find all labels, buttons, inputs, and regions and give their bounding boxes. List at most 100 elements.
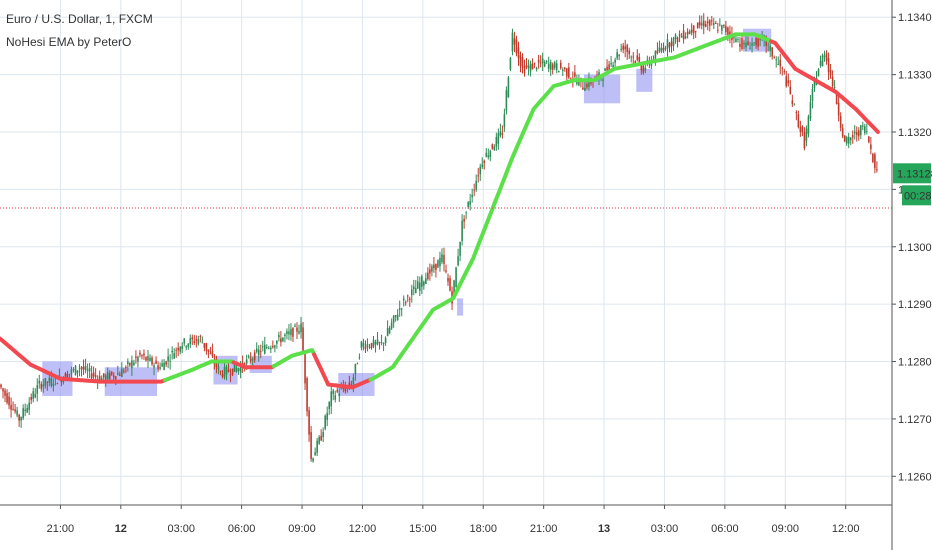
candle-body	[8, 396, 10, 406]
candle-body	[225, 366, 228, 375]
candle-body	[404, 302, 407, 304]
candle-body	[839, 116, 842, 128]
candle-body	[288, 331, 290, 335]
candle-body	[666, 39, 669, 49]
candle-body	[441, 254, 443, 263]
candle-body	[68, 373, 71, 375]
candle-body	[378, 342, 381, 343]
candle-body	[177, 347, 179, 351]
candle-body	[10, 405, 12, 410]
candle-body	[636, 55, 639, 60]
candle-body	[412, 286, 415, 290]
candle-body	[155, 360, 157, 364]
candle-body	[698, 21, 701, 26]
candle-body	[467, 202, 469, 207]
candle-body	[507, 77, 510, 98]
candle-body	[803, 132, 806, 149]
candle-body	[547, 63, 550, 69]
candle-body	[785, 76, 788, 87]
candle-body	[306, 378, 308, 412]
candle-body	[14, 409, 16, 412]
candle-body	[735, 38, 737, 43]
y-tick-label: 1.13300	[898, 70, 932, 82]
candle-body	[24, 409, 26, 411]
candle-body	[249, 358, 252, 361]
indecision-zone	[457, 298, 464, 316]
candle-body	[56, 383, 59, 385]
candle-body	[751, 43, 753, 46]
candle-body	[813, 78, 816, 89]
symbol-title[interactable]: Euro / U.S. Dollar, 1, FXCM	[6, 12, 153, 26]
candle-body	[777, 63, 780, 65]
candle-body	[16, 410, 18, 416]
candle-body	[656, 50, 659, 54]
candle-body	[141, 355, 143, 357]
candle-body	[866, 131, 868, 133]
candle-body	[98, 375, 101, 383]
candle-body	[566, 68, 568, 77]
candle-body	[535, 67, 538, 70]
candle-body	[394, 315, 397, 317]
candle-body	[26, 408, 28, 413]
y-tick-label: 1.13200	[898, 127, 932, 139]
chart-legend: Euro / U.S. Dollar, 1, FXCM NoHesi EMA b…	[6, 8, 153, 54]
candle-body	[606, 66, 608, 71]
candle-body	[173, 353, 175, 359]
candle-body	[310, 432, 312, 459]
candle-body	[596, 75, 598, 77]
candle-body	[374, 341, 377, 345]
x-tick-label: 21:00	[47, 523, 75, 535]
candle-body	[737, 38, 739, 40]
candle-body	[859, 125, 862, 136]
candle-body	[257, 349, 260, 356]
candle-body	[372, 339, 375, 347]
candle-body	[753, 42, 755, 44]
candle-body	[78, 368, 81, 370]
candle-body	[131, 360, 133, 369]
x-tick-label: 09:00	[288, 523, 316, 535]
candle-body	[642, 65, 645, 73]
candle-body	[755, 37, 757, 46]
candle-body	[235, 367, 238, 372]
candle-body	[539, 62, 542, 64]
candle-body	[360, 341, 363, 348]
indicator-title[interactable]: NoHesi EMA by PeterO	[6, 35, 132, 49]
candle-body	[207, 349, 210, 352]
candle-body	[34, 394, 37, 398]
candle-body	[223, 366, 226, 378]
x-tick-label: 12:00	[832, 523, 860, 535]
candle-body	[384, 337, 387, 344]
candle-body	[386, 328, 389, 337]
candle-body	[795, 112, 798, 114]
candle-body	[286, 331, 288, 335]
candle-body	[314, 452, 316, 456]
candle-body	[356, 363, 359, 365]
candle-body	[690, 29, 693, 33]
candle-body	[193, 341, 196, 343]
candle-body	[205, 343, 208, 351]
candle-body	[328, 402, 331, 409]
candle-body	[72, 369, 75, 371]
candle-body	[12, 409, 14, 410]
candle-body	[406, 295, 409, 297]
y-tick-label: 1.12800	[898, 357, 932, 369]
candle-body	[147, 356, 149, 361]
candle-body	[396, 314, 399, 320]
candle-body	[203, 343, 206, 348]
candle-body	[662, 47, 665, 51]
candle-body	[433, 264, 435, 269]
candle-body	[94, 375, 97, 378]
candle-body	[392, 315, 395, 323]
candle-body	[239, 366, 242, 373]
candle-body	[757, 38, 759, 47]
candle-body	[555, 63, 558, 71]
candle-body	[366, 343, 369, 347]
candle-body	[388, 327, 391, 334]
candle-body	[414, 287, 417, 294]
candle-body	[868, 136, 870, 143]
candle-body	[537, 59, 540, 63]
candle-body	[229, 374, 232, 376]
